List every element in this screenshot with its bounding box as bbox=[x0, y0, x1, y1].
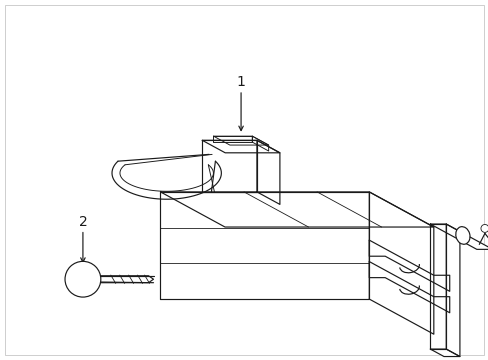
Polygon shape bbox=[202, 140, 279, 153]
Polygon shape bbox=[99, 276, 153, 283]
Ellipse shape bbox=[455, 227, 469, 244]
Polygon shape bbox=[213, 136, 252, 142]
Polygon shape bbox=[368, 240, 449, 291]
Polygon shape bbox=[368, 262, 449, 313]
Circle shape bbox=[480, 224, 488, 233]
Polygon shape bbox=[429, 224, 446, 349]
Polygon shape bbox=[368, 192, 433, 334]
Circle shape bbox=[65, 261, 101, 297]
Text: 1: 1 bbox=[236, 75, 245, 89]
Text: 2: 2 bbox=[79, 215, 87, 229]
Polygon shape bbox=[252, 136, 268, 151]
Polygon shape bbox=[446, 224, 459, 356]
Polygon shape bbox=[213, 136, 268, 145]
Polygon shape bbox=[429, 224, 488, 249]
Polygon shape bbox=[160, 192, 368, 299]
Polygon shape bbox=[202, 140, 256, 192]
Polygon shape bbox=[256, 140, 279, 204]
Polygon shape bbox=[429, 349, 459, 356]
Polygon shape bbox=[160, 192, 433, 227]
